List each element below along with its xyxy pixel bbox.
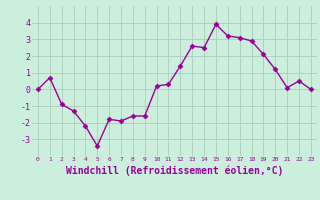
X-axis label: Windchill (Refroidissement éolien,°C): Windchill (Refroidissement éolien,°C) bbox=[66, 165, 283, 176]
